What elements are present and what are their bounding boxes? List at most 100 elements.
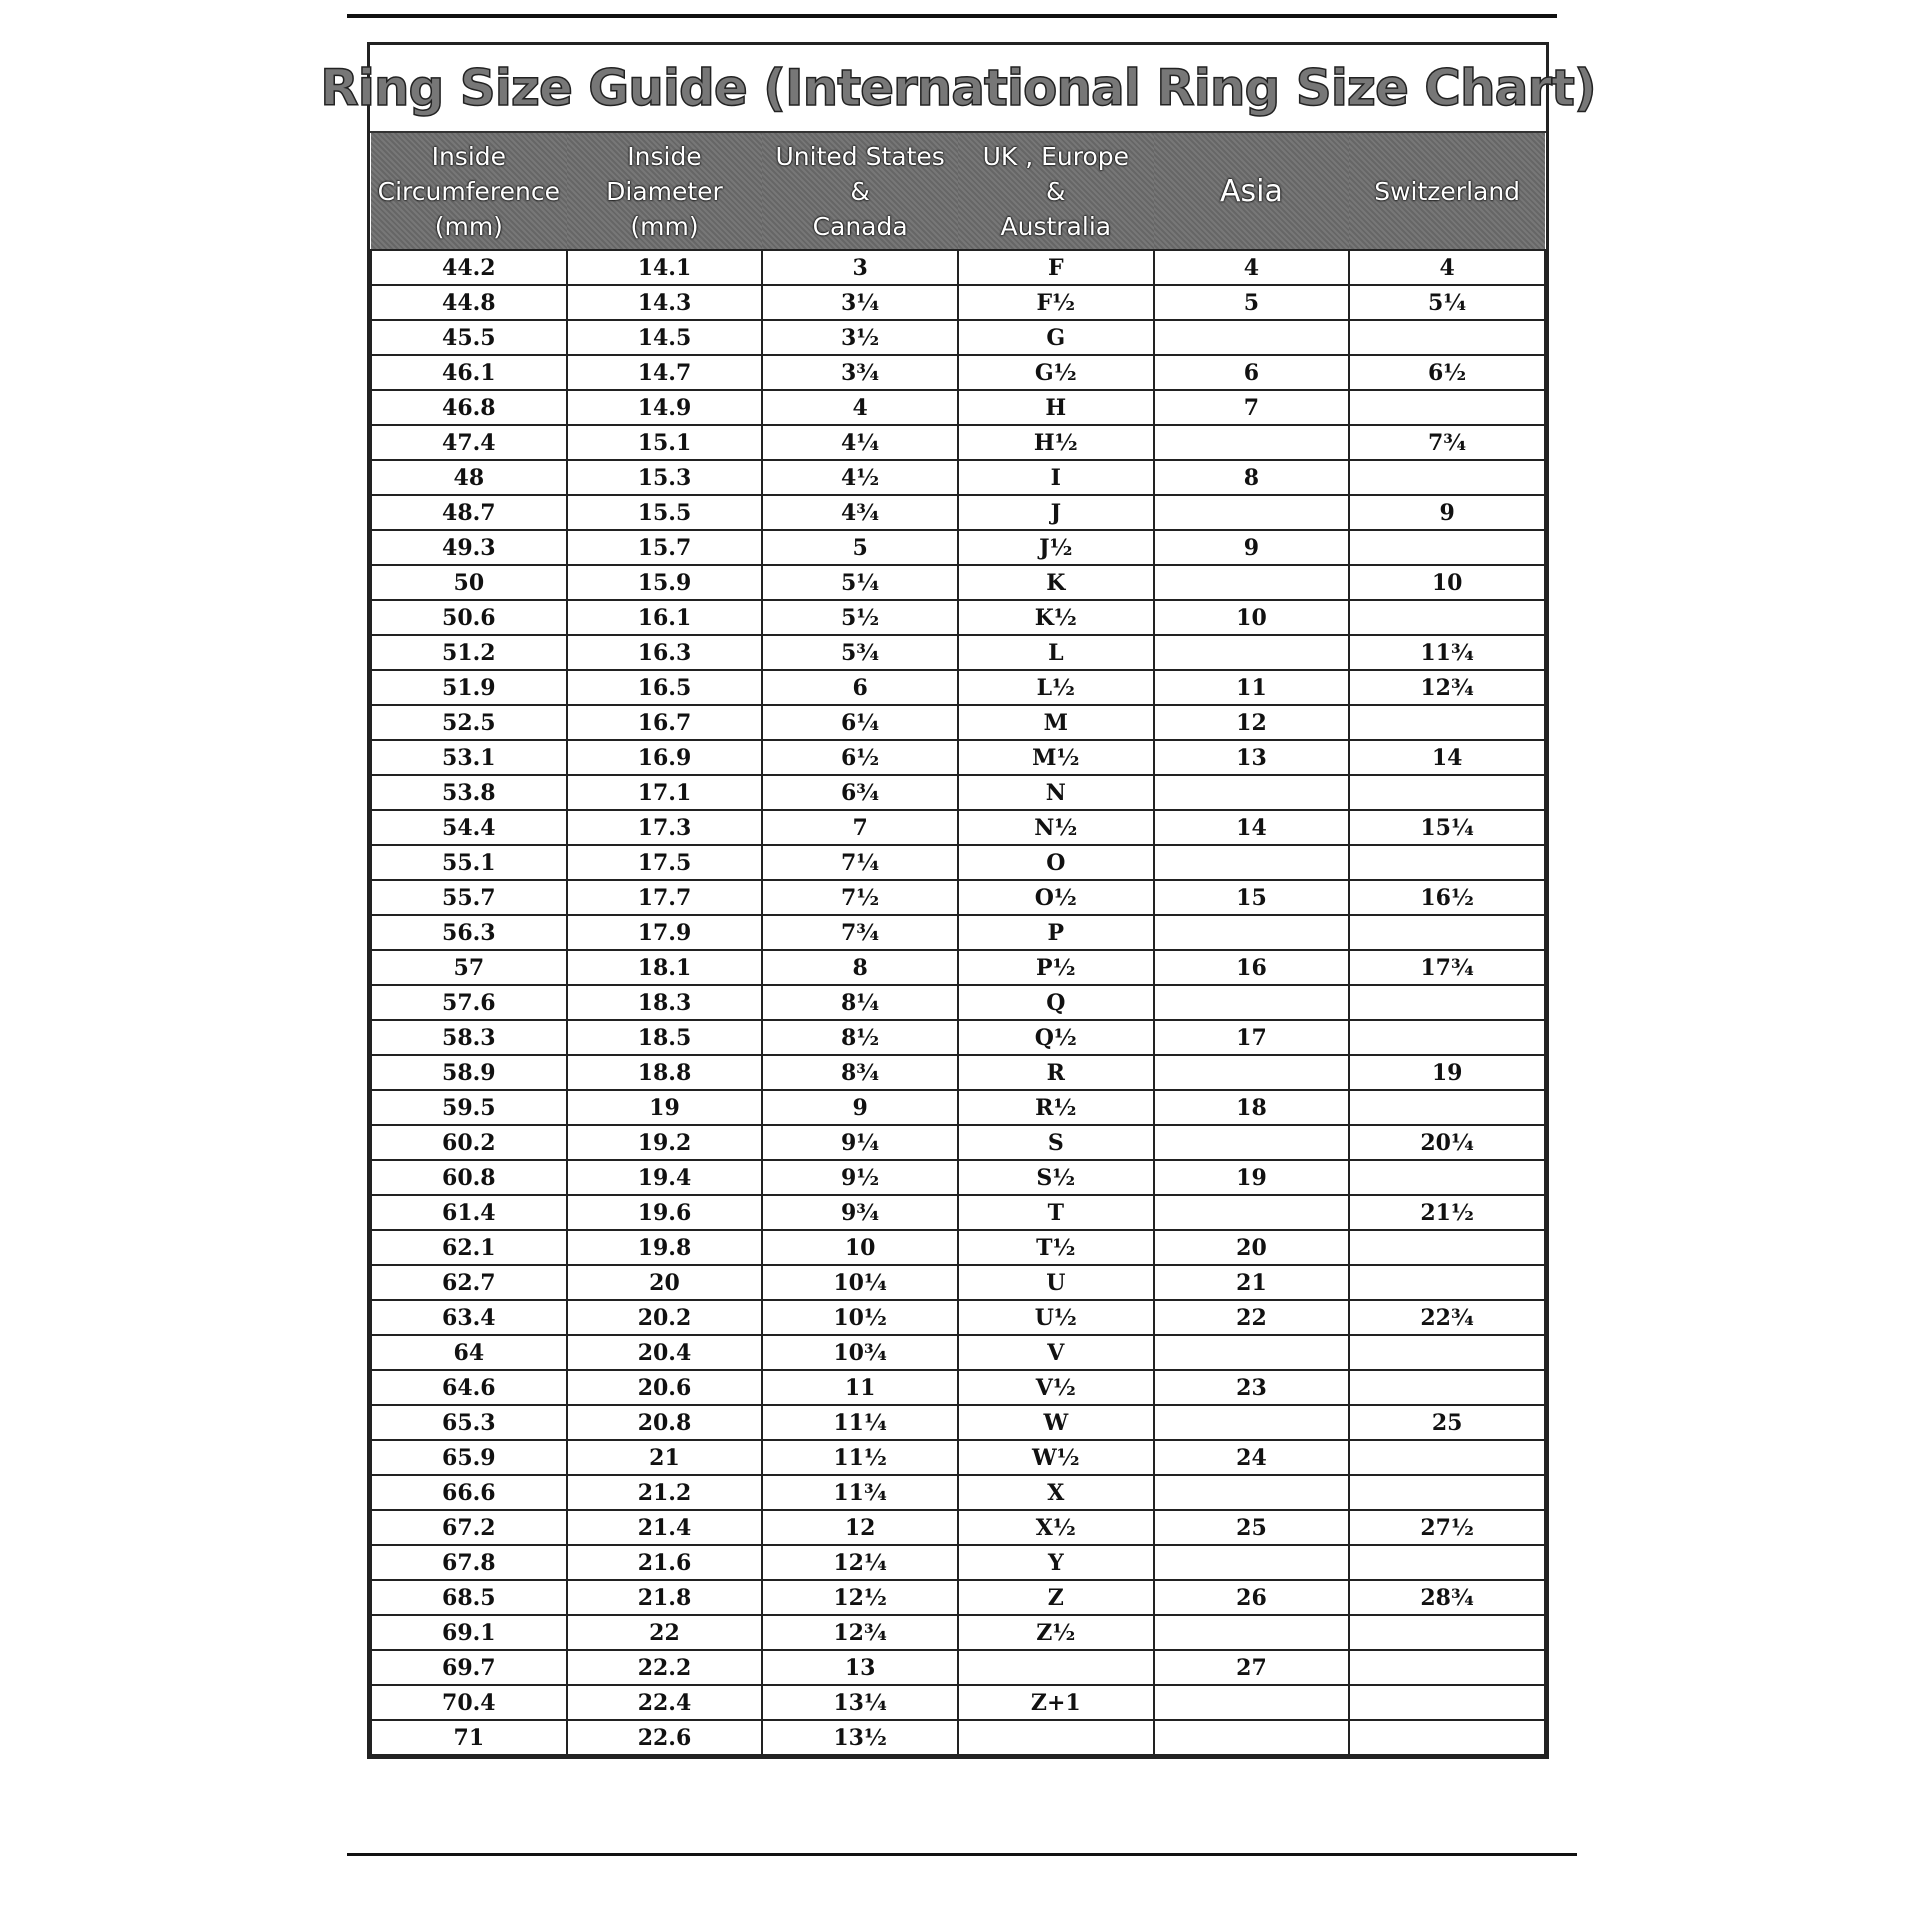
table-cell: 52.5 [370,704,568,741]
table-cell: 16.1 [565,599,764,636]
table-cell: 4½ [761,459,959,496]
table-row: 71 22.6 13½ [370,1719,1546,1756]
table-cell [1152,984,1351,1021]
table-cell [1348,1089,1546,1126]
table-row: 51.2 16.3 5¾ L 11¾ [370,634,1546,671]
table-cell: 21.4 [565,1509,764,1546]
table-cell: 46.8 [370,389,568,426]
table-cell: 17.3 [565,809,764,846]
table-cell: P [956,914,1155,951]
table-row: 67.8 21.6 12¼ Y [370,1544,1546,1581]
table-cell: S [956,1124,1155,1161]
table-cell [1348,1439,1546,1476]
table-row: 52.5 16.7 6¼ M 12 [370,704,1546,741]
table-cell: 69.1 [370,1614,568,1651]
table-cell: 64.6 [370,1369,568,1406]
table-cell [956,1719,1155,1756]
table-row: 48 15.3 4½ I 8 [370,459,1546,496]
table-cell: 69.7 [370,1649,568,1686]
table-cell: 62.1 [370,1229,568,1266]
table-cell: 66.6 [370,1474,568,1511]
table-cell: J [956,494,1155,531]
table-cell: 44.2 [370,249,568,286]
table-cell: 67.8 [370,1544,568,1581]
table-cell [1152,1614,1351,1651]
table-row: 60.2 19.2 9¼ S 20¼ [370,1124,1546,1161]
table-cell: 17.9 [565,914,764,951]
table-cell: S½ [956,1159,1155,1196]
table-cell: 9¾ [761,1194,959,1231]
table-cell: 3¼ [761,284,959,321]
table-cell: 65.3 [370,1404,568,1441]
table-row: 62.7 20 10¼ U 21 [370,1264,1546,1301]
table-row: 53.1 16.9 6½ M½ 13 14 [370,739,1546,776]
table-cell: 12¼ [761,1544,959,1581]
table-cell: 7¾ [1348,424,1546,461]
table-cell: T½ [956,1229,1155,1266]
table-cell: V½ [956,1369,1155,1406]
table-row: 56.3 17.9 7¾ P [370,914,1546,951]
table-cell: 3¾ [761,354,959,391]
table-row: 50.6 16.1 5½ K½ 10 [370,599,1546,636]
table-cell: 13 [761,1649,959,1686]
table-row: 54.4 17.3 7 N½ 14 15¼ [370,809,1546,846]
table-cell: Z+1 [956,1684,1155,1721]
table-cell: 7½ [761,879,959,916]
table-cell: 19 [565,1089,764,1126]
table-cell: 22.4 [565,1684,764,1721]
table-cell: 61.4 [370,1194,568,1231]
table-row: 57 18.1 8 P½ 16 17¾ [370,949,1546,986]
table-row: 58.9 18.8 8¾ R 19 [370,1054,1546,1091]
table-row: 53.8 17.1 6¾ N [370,774,1546,811]
table-cell: 15.9 [565,564,764,601]
table-cell: W½ [956,1439,1155,1476]
table-cell: 51.2 [370,634,568,671]
table-cell: 4 [1152,249,1351,286]
table-cell: 5¼ [761,564,959,601]
table-cell: 5¼ [1348,284,1546,321]
table-cell: 11¾ [1348,634,1546,671]
table-cell: 65.9 [370,1439,568,1476]
table-cell: J½ [956,529,1155,566]
table-cell: 5¾ [761,634,959,671]
table-cell: M½ [956,739,1155,776]
table-cell: 14 [1152,809,1351,846]
table-cell: 14.7 [565,354,764,391]
table-cell: 19.4 [565,1159,764,1196]
table-cell [1348,1159,1546,1196]
table-cell: Q [956,984,1155,1021]
table-cell: 8½ [761,1019,959,1056]
table-cell [1348,1334,1546,1371]
table-cell: 60.2 [370,1124,568,1161]
table-cell: I [956,459,1155,496]
table-row: 55.1 17.5 7¼ O [370,844,1546,881]
table-cell: 3 [761,249,959,286]
table-cell: 28¾ [1348,1579,1546,1616]
table-row: 64 20.4 10¾ V [370,1334,1546,1371]
table-cell: 51.9 [370,669,568,706]
table-row: 58.3 18.5 8½ Q½ 17 [370,1019,1546,1056]
table-cell: 48.7 [370,494,568,531]
table-cell: Q½ [956,1019,1155,1056]
table-cell: 24 [1152,1439,1351,1476]
column-header: Inside Diameter (mm) [566,133,763,250]
table-cell: 13½ [761,1719,959,1756]
table-cell: O½ [956,879,1155,916]
table-cell [1348,1474,1546,1511]
table-cell: 53.1 [370,739,568,776]
table-cell: 15.1 [565,424,764,461]
table-cell [1152,1194,1351,1231]
table-cell: 27½ [1348,1509,1546,1546]
table-cell: 53.8 [370,774,568,811]
table-cell [1152,1054,1351,1091]
table-cell [1348,1229,1546,1266]
table-cell: 20 [1152,1229,1351,1266]
table-cell: N½ [956,809,1155,846]
table-cell: X½ [956,1509,1155,1546]
table-cell: 60.8 [370,1159,568,1196]
table-cell: 9 [761,1089,959,1126]
table-cell: 59.5 [370,1089,568,1126]
table-row: 44.8 14.3 3¼ F½ 5 5¼ [370,284,1546,321]
table-cell: 57.6 [370,984,568,1021]
table-cell: 20¼ [1348,1124,1546,1161]
